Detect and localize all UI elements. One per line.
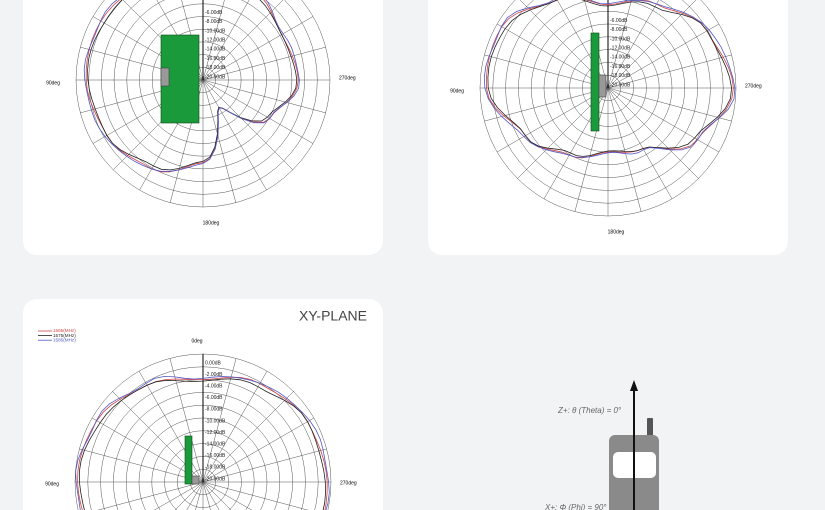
angle-label: 270deg xyxy=(339,75,356,81)
polar-spoke xyxy=(574,87,609,212)
ring-label: -18.00dB xyxy=(205,65,226,71)
ring-label: -12.00dB xyxy=(205,430,226,436)
polar-spoke xyxy=(607,0,660,89)
pattern-curve xyxy=(83,0,300,172)
polar-spoke xyxy=(79,448,204,483)
ring-label: -8.00dB xyxy=(205,19,223,25)
ring-label: -10.00dB xyxy=(205,418,226,424)
angle-label: 90deg xyxy=(46,80,60,86)
polar-spoke xyxy=(138,371,204,483)
ring-label: -14.00dB xyxy=(205,47,226,53)
legend-label: 1585(MHz) xyxy=(53,337,76,342)
polar-spoke xyxy=(607,87,732,122)
polar-spoke xyxy=(607,0,632,89)
polar-spoke xyxy=(202,79,326,114)
ring-label: -6.00dB xyxy=(205,395,223,401)
polar-spoke xyxy=(202,79,237,203)
polar-spoke xyxy=(202,16,314,81)
polar-spoke xyxy=(195,481,204,510)
ring-label: -20.00dB xyxy=(205,476,226,482)
ring-label: -12.00dB xyxy=(610,46,631,52)
ring-label: -16.00dB xyxy=(205,453,226,459)
polar-spoke xyxy=(202,79,314,144)
legend-label: 1575(MHz) xyxy=(53,333,76,338)
arrow-head xyxy=(630,380,638,391)
ring-label: -2.00dB xyxy=(205,372,223,378)
polar-spoke xyxy=(202,481,220,510)
polar-spoke xyxy=(202,0,250,81)
ring-label: -10.00dB xyxy=(610,36,631,42)
pattern-curve xyxy=(487,0,733,157)
ring-label: -12.00dB xyxy=(205,38,226,44)
polar-spoke xyxy=(202,481,232,510)
pattern-curve xyxy=(79,378,327,510)
ring-label: -10.00dB xyxy=(205,28,226,34)
phone-antenna xyxy=(647,418,653,438)
polar-spoke xyxy=(174,481,204,510)
ring-label: -14.00dB xyxy=(610,55,631,61)
angle-label: 180deg xyxy=(608,229,625,235)
phone-diagram: Z+: θ (Theta) = 0° X+: Φ (Phi) = 90° xyxy=(544,380,659,510)
polar-spoke xyxy=(607,87,719,153)
polar-spoke xyxy=(607,87,673,199)
polar-spoke xyxy=(497,87,609,153)
polar-spoke xyxy=(202,481,252,510)
angle-label: 270deg xyxy=(340,480,357,486)
z-label: Z+: θ (Theta) = 0° xyxy=(557,406,622,415)
ring-label: -18.00dB xyxy=(610,73,631,79)
polar-spoke xyxy=(484,54,609,89)
angle-label: 90deg xyxy=(450,88,464,94)
plane-title: XY-PLANE xyxy=(299,308,367,324)
x-label: X+: Φ (Phi) = 90° xyxy=(544,503,607,510)
ring-label: -20.00dB xyxy=(205,74,226,80)
polar-spoke xyxy=(92,417,204,483)
pattern-curve xyxy=(75,375,330,510)
legend-label: 1565(MHz) xyxy=(53,328,76,333)
ring-label: -18.00dB xyxy=(205,465,226,471)
ring-label: -4.00dB xyxy=(205,384,223,390)
ring-label: -6.00dB xyxy=(205,10,223,16)
angle-label: 270deg xyxy=(745,83,762,89)
pattern-curve xyxy=(483,0,736,158)
antenna-chip xyxy=(160,67,170,87)
polar-spoke xyxy=(607,23,719,89)
plots: -6.00dB -8.00dB -10.00dB -12.00dB -14.00dB -1… xyxy=(38,0,762,510)
pattern-curve xyxy=(87,0,298,171)
polar-spoke xyxy=(202,391,294,483)
polar-spoke xyxy=(202,79,293,170)
antenna-board xyxy=(590,32,600,132)
polar-spoke xyxy=(202,448,327,483)
polar-spoke xyxy=(202,79,267,191)
angle-label: 180deg xyxy=(203,220,220,226)
polar-spoke xyxy=(584,0,609,89)
polar-spoke xyxy=(607,54,732,89)
polar-spoke xyxy=(186,481,204,510)
polar-spoke xyxy=(202,417,314,483)
polar-spoke xyxy=(202,371,268,483)
polar-spoke xyxy=(202,46,326,81)
polar-spoke xyxy=(497,23,609,89)
ring-label: -16.00dB xyxy=(610,64,631,70)
polar-spoke xyxy=(607,87,642,212)
ring-label: -8.00dB xyxy=(610,27,628,33)
antenna-chip xyxy=(598,74,607,98)
antenna-chip xyxy=(191,475,200,485)
antenna-board xyxy=(184,435,193,485)
angle-label: 90deg xyxy=(45,481,59,487)
polar-spoke xyxy=(607,87,699,179)
polar-spoke xyxy=(202,481,211,510)
polar-spoke xyxy=(202,0,284,81)
ring-label: -16.00dB xyxy=(205,56,226,62)
ring-label: -6.00dB xyxy=(610,18,628,24)
ring-label: -8.00dB xyxy=(205,407,223,413)
polar-spoke xyxy=(202,0,225,81)
angle-label: 0deg xyxy=(191,338,202,344)
ring-label: -14.00dB xyxy=(205,442,226,448)
ring-label: -20.00dB xyxy=(610,82,631,88)
ring-label: 0.00dB xyxy=(205,360,222,366)
polar-spoke xyxy=(154,481,204,510)
